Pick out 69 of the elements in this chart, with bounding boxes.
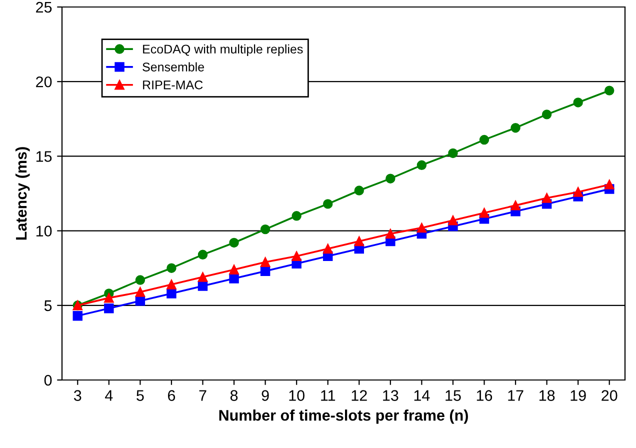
point xyxy=(354,186,364,196)
y-tick-label: 10 xyxy=(36,226,52,236)
point xyxy=(510,200,520,210)
x-tick-label: 18 xyxy=(539,390,555,401)
x-tick-label: 16 xyxy=(476,390,492,401)
point xyxy=(198,272,208,282)
point xyxy=(416,222,427,233)
point xyxy=(166,280,176,290)
point xyxy=(542,110,552,120)
point xyxy=(604,180,614,190)
point xyxy=(479,208,490,218)
point xyxy=(166,288,176,298)
point xyxy=(260,224,270,234)
x-tick-label: 19 xyxy=(570,390,586,401)
x-tick-label: 7 xyxy=(199,390,206,401)
point xyxy=(448,215,458,226)
point xyxy=(166,263,176,273)
legend-label: RIPE-MAC xyxy=(143,80,203,90)
point xyxy=(198,281,208,291)
x-tick-label: 17 xyxy=(508,390,524,401)
y-tick-label: 5 xyxy=(44,300,52,312)
point xyxy=(229,264,239,274)
point xyxy=(72,310,82,321)
y-tick-label: 25 xyxy=(36,2,52,13)
point xyxy=(510,122,520,133)
y-tick-label: 0 xyxy=(44,374,52,386)
x-tick-label: 11 xyxy=(321,390,336,401)
point xyxy=(104,304,114,314)
x-tick-label: 5 xyxy=(136,390,144,401)
x-tick-label: 13 xyxy=(383,390,398,401)
point xyxy=(386,174,396,184)
point xyxy=(479,134,490,145)
point xyxy=(292,251,302,262)
y-axis-title: Latency (ms) xyxy=(15,147,30,240)
point xyxy=(135,275,146,285)
point xyxy=(573,187,583,197)
point xyxy=(292,211,302,221)
x-tick-label: 20 xyxy=(602,390,618,401)
x-axis-title: Number of time-slots per frame (n) xyxy=(219,410,468,424)
y-tick-label: 20 xyxy=(36,76,52,88)
point xyxy=(260,266,270,276)
point xyxy=(323,199,333,209)
point xyxy=(229,238,239,248)
x-tick-label: 10 xyxy=(289,390,304,401)
point xyxy=(229,274,239,284)
point xyxy=(354,236,364,246)
point xyxy=(323,244,333,254)
point xyxy=(135,287,146,297)
point xyxy=(135,296,146,306)
x-tick-label: 14 xyxy=(414,390,430,401)
x-tick-label: 15 xyxy=(446,390,461,401)
x-tick-label: 8 xyxy=(230,390,238,401)
point xyxy=(573,98,583,108)
point xyxy=(416,160,427,170)
point xyxy=(604,86,614,96)
x-tick-label: 4 xyxy=(105,390,113,401)
point xyxy=(448,148,458,158)
point xyxy=(386,228,396,239)
point xyxy=(104,293,114,303)
x-tick-label: 6 xyxy=(168,390,176,401)
point xyxy=(260,257,270,267)
point xyxy=(542,193,552,203)
y-tick-label: 15 xyxy=(36,151,52,162)
x-tick-label: 12 xyxy=(352,390,367,401)
legend-label: Sensemble xyxy=(142,62,204,72)
point xyxy=(198,250,208,260)
x-tick-label: 9 xyxy=(262,390,269,401)
legend-label: EcoDAQ with multiple replies xyxy=(143,44,303,56)
x-tick-label: 3 xyxy=(74,390,82,401)
